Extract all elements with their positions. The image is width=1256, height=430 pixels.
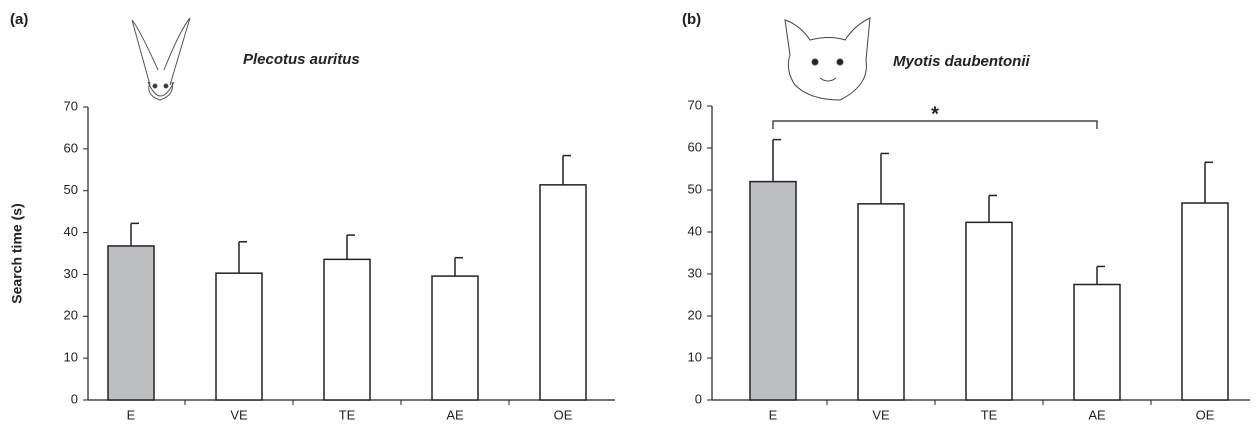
bar bbox=[215, 272, 263, 401]
y-tick-label: 60 bbox=[64, 140, 78, 155]
y-tick-label: 40 bbox=[64, 224, 78, 239]
y-tick-label: 10 bbox=[688, 349, 702, 364]
x-tick-label: OE bbox=[554, 407, 573, 422]
x-tick-label: OE bbox=[1196, 407, 1215, 422]
bar bbox=[749, 180, 797, 401]
bar bbox=[965, 221, 1013, 401]
bar bbox=[107, 245, 155, 401]
y-tick-label: 20 bbox=[64, 308, 78, 323]
x-tick-label: E bbox=[769, 407, 778, 422]
x-tick-label: AE bbox=[1088, 407, 1106, 422]
significance-bracket bbox=[772, 120, 1098, 129]
y-tick-label: 50 bbox=[64, 182, 78, 197]
bar bbox=[1073, 283, 1121, 401]
x-tick-label: TE bbox=[981, 407, 998, 422]
y-tick-label: 30 bbox=[64, 266, 78, 281]
y-tick-label: 10 bbox=[64, 350, 78, 365]
x-tick-label: TE bbox=[339, 407, 356, 422]
bar bbox=[1181, 202, 1229, 401]
x-tick-label: VE bbox=[230, 407, 248, 422]
y-tick-label: 30 bbox=[688, 265, 702, 280]
y-tick-label: 0 bbox=[695, 391, 702, 406]
bat-illustration bbox=[131, 17, 191, 101]
significance-label: * bbox=[931, 103, 939, 125]
y-tick-label: 40 bbox=[688, 223, 702, 238]
bar bbox=[431, 275, 479, 401]
y-tick-label: 70 bbox=[64, 98, 78, 113]
x-tick-label: E bbox=[127, 407, 136, 422]
chart-title: Plecotus auritus bbox=[243, 51, 360, 68]
bar bbox=[323, 258, 371, 401]
panel-label: (a) bbox=[10, 11, 28, 28]
y-axis-label: Search time (s) bbox=[9, 203, 25, 303]
x-tick-label: AE bbox=[446, 407, 464, 422]
y-tick-label: 20 bbox=[688, 307, 702, 322]
y-tick-label: 60 bbox=[688, 139, 702, 154]
x-tick-label: VE bbox=[872, 407, 890, 422]
bar bbox=[539, 184, 587, 401]
y-tick-label: 70 bbox=[688, 97, 702, 112]
y-tick-label: 50 bbox=[688, 181, 702, 196]
bat-illustration bbox=[784, 17, 871, 101]
bar bbox=[857, 203, 905, 401]
chart-title: Myotis daubentonii bbox=[893, 53, 1030, 70]
panel-label: (b) bbox=[682, 11, 701, 28]
y-tick-label: 0 bbox=[71, 391, 78, 406]
